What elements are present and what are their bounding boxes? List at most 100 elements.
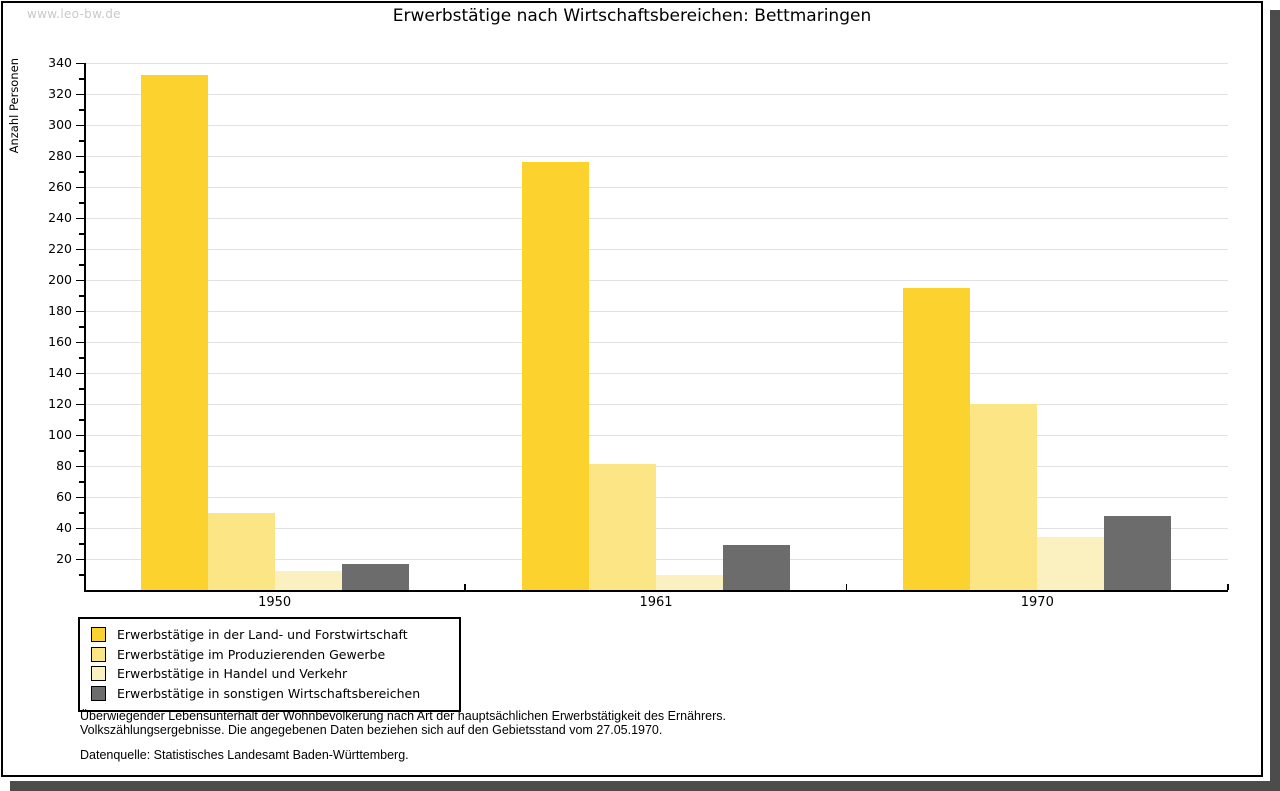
y-tick-label-300: 300 [48, 117, 72, 132]
bar-1970-series2 [970, 404, 1038, 590]
y-minor-tick-230 [79, 233, 84, 235]
y-major-tick-140 [76, 372, 84, 374]
gridline-200 [84, 279, 1228, 281]
y-tick-label-200: 200 [48, 272, 72, 287]
y-tick-label-220: 220 [48, 241, 72, 256]
legend-label-4: Erwerbstätige in sonstigen Wirtschaftsbe… [117, 685, 421, 701]
x-boundary-tick-3 [1227, 584, 1229, 590]
y-tick-label-260: 260 [48, 179, 72, 194]
gridline-340 [84, 62, 1228, 64]
y-tick-label-320: 320 [48, 86, 72, 101]
y-major-tick-300 [76, 124, 84, 126]
y-minor-tick-110 [79, 419, 84, 421]
gridline-280 [84, 155, 1228, 157]
legend-swatch-1 [91, 627, 106, 643]
y-major-tick-320 [76, 93, 84, 95]
y-major-tick-160 [76, 341, 84, 343]
legend-item-3: Erwerbstätige in Handel und Verkehr [91, 664, 459, 684]
y-minor-tick-270 [79, 171, 84, 173]
y-minor-tick-70 [79, 481, 84, 483]
y-minor-tick-290 [79, 140, 84, 142]
gridline-40 [84, 527, 1228, 529]
gridline-240 [84, 217, 1228, 219]
y-axis-line [84, 63, 86, 592]
y-major-tick-120 [76, 403, 84, 405]
gridline-60 [84, 496, 1228, 498]
y-minor-tick-50 [79, 512, 84, 514]
x-category-label-1950: 1950 [258, 595, 292, 610]
bar-1961-series1 [522, 162, 589, 590]
page-drop-shadow-bottom [10, 781, 1280, 791]
y-major-tick-100 [76, 434, 84, 436]
gridline-100 [84, 434, 1228, 436]
bar-1950-series3 [274, 571, 342, 590]
y-minor-tick-10 [79, 574, 84, 576]
y-minor-tick-210 [79, 264, 84, 266]
gridline-180 [84, 310, 1228, 312]
gridline-80 [84, 465, 1228, 467]
y-tick-label-280: 280 [48, 148, 72, 163]
gridline-220 [84, 248, 1228, 250]
y-tick-label-40: 40 [56, 520, 72, 535]
y-major-tick-60 [76, 496, 84, 498]
y-minor-tick-330 [79, 78, 84, 80]
y-tick-label-160: 160 [48, 334, 72, 349]
y-major-tick-340 [76, 62, 84, 64]
y-tick-label-20: 20 [56, 551, 72, 566]
y-tick-label-60: 60 [56, 489, 72, 504]
y-major-tick-80 [76, 465, 84, 467]
y-major-tick-220 [76, 248, 84, 250]
y-major-tick-200 [76, 279, 84, 281]
legend-item-2: Erwerbstätige im Produzierenden Gewerbe [91, 645, 459, 665]
x-category-label-1961: 1961 [639, 595, 673, 610]
bar-1970-series3 [1037, 537, 1105, 590]
x-axis-line [84, 590, 1228, 592]
bar-1970-series4 [1104, 515, 1172, 590]
legend-label-3: Erwerbstätige in Handel und Verkehr [117, 666, 348, 682]
y-major-tick-280 [76, 155, 84, 157]
y-tick-label-140: 140 [48, 365, 72, 380]
bar-1961-series4 [723, 545, 790, 590]
y-minor-tick-250 [79, 202, 84, 204]
bar-1950-series1 [140, 75, 208, 590]
y-major-tick-40 [76, 527, 84, 529]
legend-swatch-3 [91, 666, 106, 682]
plot-area: 20 40 60 80 100 120 140 160 180 200 220 240 260 280 30… [3, 3, 1261, 775]
bar-1961-series3 [656, 574, 723, 590]
gridline-20 [84, 558, 1228, 560]
y-minor-tick-310 [79, 109, 84, 111]
legend-swatch-2 [91, 646, 106, 662]
chart-page-frame: www.leo-bw.de Erwerbstätige nach Wirtsch… [1, 1, 1263, 777]
x-category-label-1970: 1970 [1020, 595, 1054, 610]
bar-1961-series2 [589, 464, 656, 590]
y-minor-tick-170 [79, 326, 84, 328]
y-minor-tick-90 [79, 450, 84, 452]
data-source-text: Datenquelle: Statistisches Landesamt Bad… [80, 748, 409, 762]
y-tick-label-340: 340 [48, 55, 72, 70]
y-major-tick-20 [76, 558, 84, 560]
y-major-tick-180 [76, 310, 84, 312]
gridline-120 [84, 403, 1228, 405]
x-boundary-tick-2 [845, 584, 848, 590]
legend-swatch-4 [91, 685, 106, 701]
footnote-line-1: Überwiegender Lebensunterhalt der Wohnbe… [80, 709, 726, 723]
gridline-300 [84, 124, 1228, 126]
chart-title: Erwerbstätige nach Wirtschaftsbereichen:… [392, 6, 872, 26]
watermark-leo-bw: www.leo-bw.de [27, 7, 121, 21]
y-major-tick-240 [76, 217, 84, 219]
legend-item-1: Erwerbstätige in der Land- und Forstwirt… [91, 625, 459, 645]
y-major-tick-260 [76, 186, 84, 188]
bar-1970-series1 [903, 287, 971, 590]
y-tick-label-120: 120 [48, 396, 72, 411]
y-tick-label-100: 100 [48, 427, 72, 442]
y-minor-tick-130 [79, 388, 84, 390]
bar-1950-series4 [341, 563, 409, 590]
y-minor-tick-150 [79, 357, 84, 359]
y-tick-label-180: 180 [48, 303, 72, 318]
footnote-line-2: Volkszählungsergebnisse. Die angegebenen… [80, 723, 663, 737]
y-minor-tick-190 [79, 295, 84, 297]
legend-label-1: Erwerbstätige in der Land- und Forstwirt… [117, 627, 408, 643]
footnote-text: Überwiegender Lebensunterhalt der Wohnbe… [80, 709, 726, 737]
page-drop-shadow-right [1270, 10, 1280, 791]
y-minor-tick-30 [79, 543, 84, 545]
